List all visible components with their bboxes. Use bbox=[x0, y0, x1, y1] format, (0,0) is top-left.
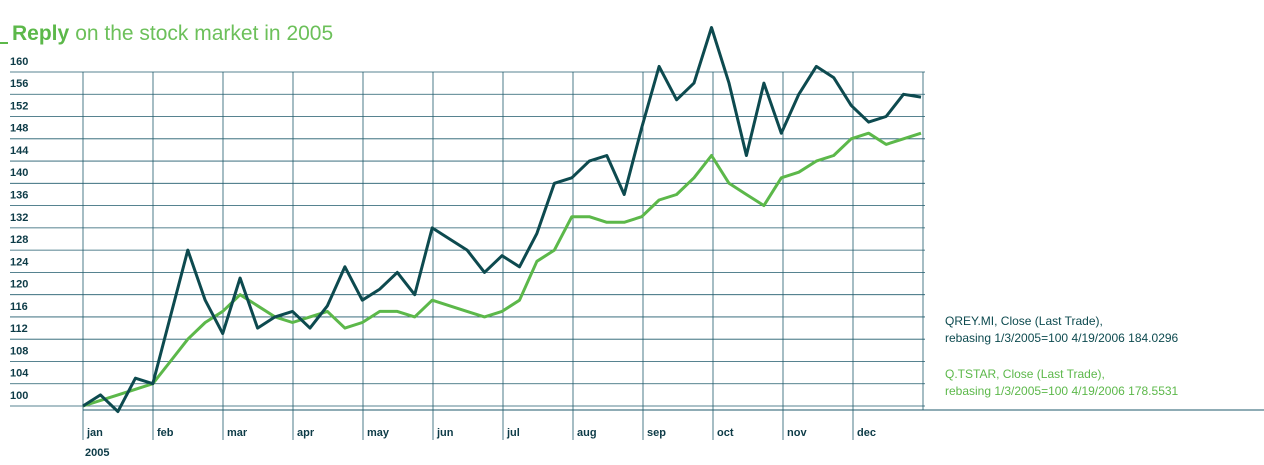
title-bold: Reply bbox=[12, 22, 70, 45]
y-tick-label: 144 bbox=[10, 145, 29, 157]
legend-description: rebasing 1/3/2005=100 4/19/2006 178.5531 bbox=[945, 384, 1179, 398]
y-tick-label: 104 bbox=[10, 368, 29, 380]
x-tick-label: oct bbox=[717, 427, 734, 439]
y-tick-label: 124 bbox=[10, 256, 29, 268]
series-line bbox=[82, 26, 922, 414]
y-tick-label: 116 bbox=[10, 301, 28, 313]
y-tick-label: 156 bbox=[10, 78, 28, 90]
y-tick-label: 128 bbox=[10, 234, 28, 246]
y-tick-label: 152 bbox=[10, 100, 28, 112]
y-tick-label: 120 bbox=[10, 279, 28, 291]
x-tick-label: sep bbox=[647, 427, 666, 439]
x-tick-label: apr bbox=[297, 427, 315, 439]
x-tick-label: feb bbox=[157, 427, 174, 439]
y-tick-label: 108 bbox=[10, 345, 28, 357]
x-tick-label: nov bbox=[787, 427, 807, 439]
y-tick-label: 148 bbox=[10, 123, 28, 135]
chart-title: Reply on the stock market in 2005 bbox=[12, 22, 333, 45]
x-tick-label: may bbox=[367, 427, 390, 439]
x-tick-label: jun bbox=[436, 427, 454, 439]
y-tick-label: 112 bbox=[10, 323, 28, 335]
y-tick-label: 136 bbox=[10, 190, 28, 202]
x-tick-label: aug bbox=[577, 427, 597, 439]
x-tick-label: dec bbox=[857, 427, 876, 439]
legend-name: Q.TSTAR, Close (Last Trade), bbox=[945, 367, 1105, 381]
x-tick-label: jan bbox=[86, 427, 103, 439]
y-tick-label: 160 bbox=[10, 56, 28, 68]
series-line bbox=[82, 131, 922, 408]
title-rest: on the stock market in 2005 bbox=[75, 22, 333, 45]
y-tick-label: 100 bbox=[10, 390, 28, 402]
x-tick-label: jul bbox=[506, 427, 520, 439]
y-tick-label: 140 bbox=[10, 167, 28, 179]
y-tick-label: 132 bbox=[10, 212, 28, 224]
x-axis-label: 2005 bbox=[85, 447, 109, 459]
legend-name: QREY.MI, Close (Last Trade), bbox=[945, 314, 1103, 328]
legend-description: rebasing 1/3/2005=100 4/19/2006 184.0296 bbox=[945, 331, 1179, 345]
x-tick-label: mar bbox=[227, 427, 248, 439]
